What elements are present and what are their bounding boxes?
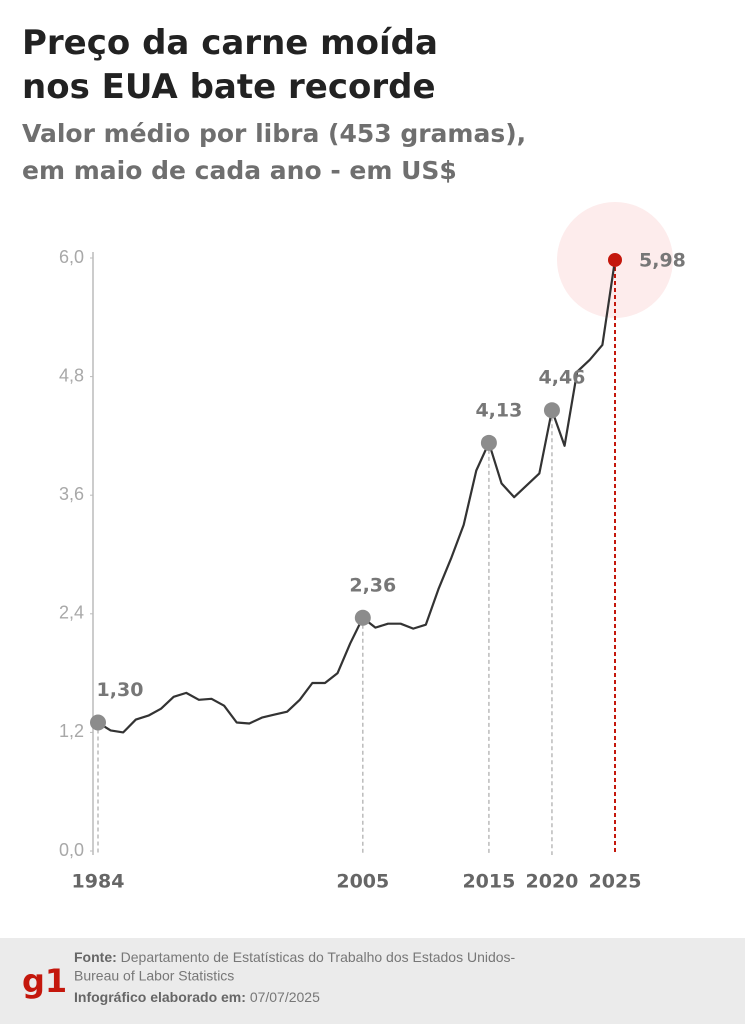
- text-part: em maio de cada ano - em US$: [22, 156, 457, 185]
- y-tick-label: 6,0: [59, 247, 84, 267]
- x-tick-label: 2015: [462, 871, 515, 893]
- chart-subtitle-line1: Valor médio por libra (453 gramas),: [22, 119, 526, 148]
- date-label: Infográfico elaborado em:: [74, 989, 246, 1005]
- logo: g1: [22, 962, 67, 1000]
- value-label: 4,13: [475, 399, 522, 421]
- date-text: 07/07/2025: [250, 989, 320, 1005]
- text-part: Preço da carne moída: [22, 23, 438, 63]
- chart-title-line2: nos EUA bate recorde: [22, 67, 436, 107]
- value-label: 1,30: [97, 679, 144, 701]
- value-label: 5,98: [639, 249, 686, 271]
- point: [480, 434, 497, 451]
- point: [543, 402, 560, 419]
- point: [608, 252, 622, 267]
- x-tick-label: 2020: [526, 871, 579, 893]
- x-tick-label: 2005: [336, 871, 389, 893]
- source-label: Fonte:: [74, 949, 117, 965]
- y-tick-label: 0,0: [59, 840, 84, 860]
- x-tick-label: 1984: [72, 871, 125, 893]
- point: [90, 714, 106, 731]
- x-tick-label: 2025: [589, 871, 642, 893]
- y-tick-label: 2,4: [59, 603, 84, 623]
- y-tick-label: 4,8: [59, 365, 84, 385]
- data-line: [97, 259, 617, 734]
- chart-title-line1: Preço da carne moída: [22, 23, 438, 63]
- text-part: Valor médio por libra (453 gramas),: [22, 119, 526, 148]
- point: [354, 609, 371, 626]
- value-label: 2,36: [349, 574, 396, 596]
- source-text-2: Bureau of Labor Statistics: [74, 968, 234, 984]
- y-tick-label: 1,2: [59, 721, 84, 741]
- chart-subtitle-line2: em maio de cada ano - em US$: [22, 156, 457, 185]
- value-label: 4,46: [539, 367, 586, 389]
- date: Infográfico elaborado em: 07/07/2025: [74, 989, 320, 1005]
- source: Fonte: Departamento de Estatísticas do T…: [74, 949, 516, 965]
- y-tick-label: 3,6: [59, 484, 84, 504]
- text-part: nos EUA bate recorde: [22, 67, 436, 107]
- source-text: Departamento de Estatísticas do Trabalho…: [121, 949, 516, 965]
- footer-band: [0, 938, 745, 1024]
